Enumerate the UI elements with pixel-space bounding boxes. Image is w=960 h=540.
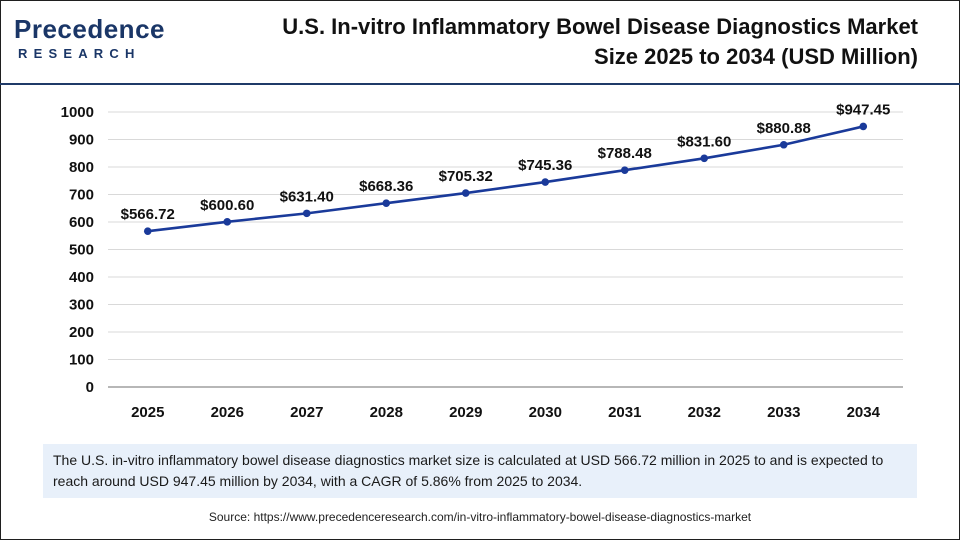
data-label-2027: $631.40 (280, 188, 334, 205)
data-label-2033: $880.88 (757, 120, 811, 137)
data-point-2029 (461, 189, 470, 197)
y-axis-ticks: 0 100 200 300 400 500 600 700 800 900 1000 (61, 104, 94, 396)
series-line (147, 125, 864, 233)
data-label-2032: $831.60 (677, 133, 731, 150)
y-tick-label: 0 (86, 379, 94, 396)
data-label-2034: $947.45 (836, 101, 890, 118)
data-point-2033 (779, 140, 788, 149)
y-tick-label: 800 (69, 159, 94, 176)
data-label-2025: $566.72 (121, 206, 175, 223)
data-point-2030 (541, 178, 550, 186)
logo-subtitle: RESEARCH (18, 46, 141, 61)
y-tick-label: 1000 (61, 104, 94, 121)
data-point-2027 (302, 209, 311, 218)
x-tick-label: 2025 (131, 404, 164, 421)
data-point-2031 (620, 166, 629, 174)
x-tick-label: 2033 (767, 404, 800, 421)
y-tick-label: 900 (69, 132, 94, 149)
source-url[interactable]: https://www.precedenceresearch.com/in-vi… (253, 510, 752, 524)
source-note: Source: https://www.precedenceresearch.c… (0, 510, 960, 524)
x-tick-label: 2030 (529, 404, 562, 421)
data-label-2030: $745.36 (518, 157, 572, 174)
y-tick-label: 200 (69, 324, 94, 341)
data-point-2028 (382, 199, 391, 208)
data-label-2026: $600.60 (200, 197, 254, 214)
header: Precedence RESEARCH U.S. In-vitro Inflam… (0, 0, 960, 85)
y-tick-label: 400 (69, 269, 94, 286)
summary-caption: The U.S. in-vitro inflammatory bowel dis… (43, 444, 917, 498)
y-tick-label: 100 (69, 352, 94, 369)
data-label-2029: $705.32 (439, 168, 493, 185)
y-tick-label: 700 (69, 187, 94, 204)
x-axis-ticks: 2025 2026 2027 2028 2029 2030 2031 2032 2033 2034 (131, 404, 881, 421)
x-tick-label: 2034 (847, 404, 881, 421)
data-point-2025 (143, 227, 152, 235)
y-tick-label: 500 (69, 242, 94, 259)
logo-wordmark: Precedence (14, 14, 165, 44)
x-tick-label: 2032 (688, 404, 721, 421)
y-tick-label: 300 (69, 297, 94, 314)
data-label-2031: $788.48 (598, 145, 652, 162)
data-labels: $566.72 $600.60 $631.40 $668.36 $705.32 $745.… (121, 101, 891, 223)
data-point-2034 (859, 122, 868, 131)
chart-title-line1: U.S. In-vitro Inflammatory Bowel Disease… (282, 14, 918, 39)
x-tick-label: 2028 (370, 404, 403, 421)
data-label-2028: $668.36 (359, 178, 413, 195)
x-tick-label: 2031 (608, 404, 641, 421)
source-label: Source: (208, 510, 254, 524)
y-tick-label: 600 (69, 214, 94, 231)
data-point-2032 (700, 154, 709, 163)
data-points (143, 122, 868, 235)
x-tick-label: 2026 (211, 404, 244, 421)
data-point-2026 (223, 218, 232, 226)
chart-title-line2: Size 2025 to 2034 (USD Million) (594, 44, 918, 69)
chart-title: U.S. In-vitro Inflammatory Bowel Disease… (198, 12, 918, 72)
x-tick-label: 2029 (449, 404, 482, 421)
brand-logo: Precedence RESEARCH (14, 14, 174, 70)
gridlines (108, 111, 903, 360)
x-tick-label: 2027 (290, 404, 323, 421)
header-divider (0, 83, 960, 85)
